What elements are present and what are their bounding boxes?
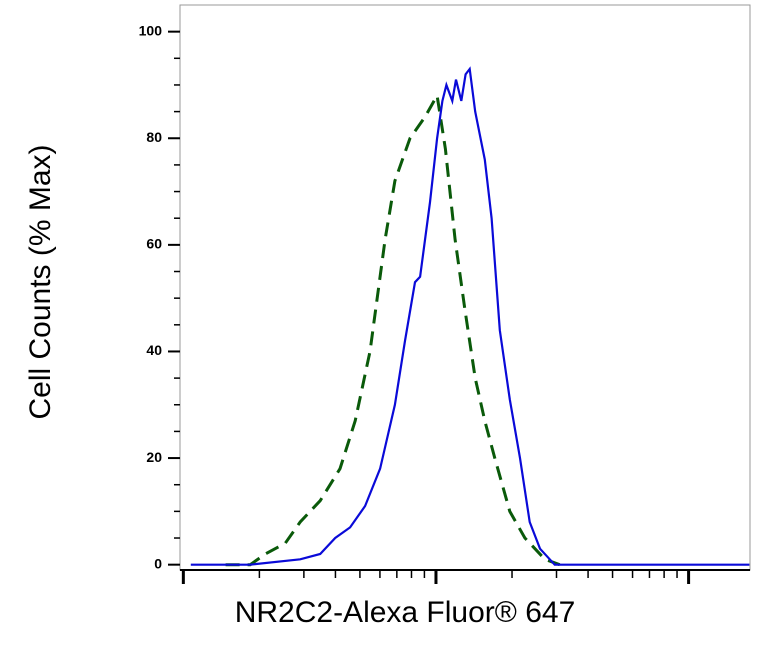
x-axis-title: NR2C2-Alexa Fluor® 647 [235,596,576,629]
y-tick-label: 60 [146,236,162,252]
histogram-line [225,91,561,567]
y-tick-label: 20 [146,449,162,465]
histogram-line [190,66,750,566]
plot-frame [179,4,751,571]
y-tick-label: 100 [139,22,163,38]
y-tick-label: 0 [154,555,162,571]
y-tick-label: 80 [146,129,162,145]
y-tick-label: 40 [146,342,162,358]
y-axis-title: Cell Counts (% Max) [24,144,57,419]
